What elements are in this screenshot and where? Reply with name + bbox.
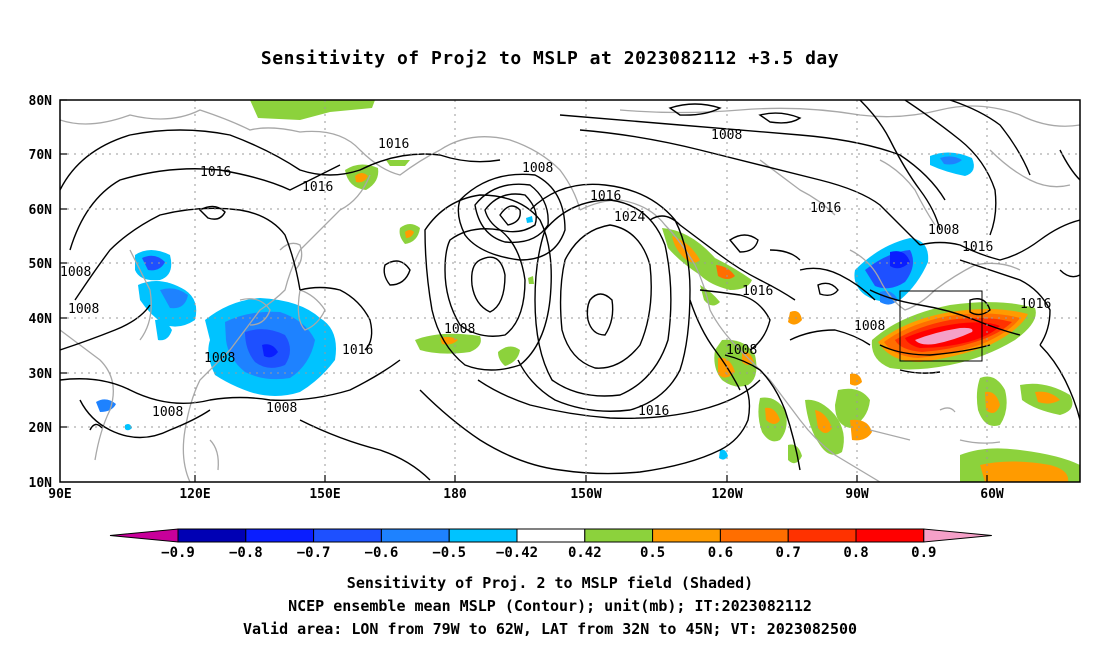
lat-label: 40N [29, 312, 53, 327]
mslp-contours [60, 100, 1080, 481]
contour-label: 1008 [266, 401, 297, 416]
colorbar-segment [652, 528, 721, 543]
colorbar-label: −0.5 [432, 545, 466, 561]
colorbar-segment [448, 528, 518, 543]
contour-labels: 1016 1016 1016 1008 1008 1008 1016 1024 … [60, 128, 1051, 420]
lon-label: 60W [980, 487, 1004, 502]
colorbar-segment [855, 528, 925, 543]
colorbar-segment [109, 528, 179, 543]
lat-label: 60N [29, 203, 53, 218]
colorbar-segment [923, 528, 992, 543]
contour-label: 1016 [638, 404, 669, 419]
colorbar-label: −0.6 [365, 545, 399, 561]
colorbar: −0.9 −0.8 −0.7 −0.6 −0.5 −0.42 0.42 0.5 0.6 0.7 0.… [109, 528, 992, 561]
colorbar-label: 0.7 [776, 545, 801, 561]
shaded-sensitivity [96, 100, 1080, 482]
colorbar-segment [313, 528, 382, 543]
lon-label: 90E [48, 487, 71, 502]
colorbar-segment [516, 528, 586, 543]
contour-label: 1016 [378, 137, 409, 152]
colorbar-segment [787, 528, 857, 543]
contour-label: 1008 [928, 223, 959, 238]
contour-label: 1016 [302, 180, 333, 195]
map-frame [59, 99, 1081, 483]
latitude-labels: 80N 70N 60N 50N 40N 30N 20N 10N [29, 94, 53, 491]
contour-label: 1016 [1020, 297, 1051, 312]
colorbar-label: 0.8 [843, 545, 868, 561]
lat-label: 50N [29, 257, 53, 272]
colorbar-segment [584, 528, 654, 543]
lon-label: 120W [711, 487, 742, 502]
contour-label: 1008 [68, 302, 99, 317]
axis-ticks [60, 99, 988, 482]
longitude-labels: 90E 120E 150E 180 150W 120W 90W 60W [48, 487, 1004, 502]
caption-contour: NCEP ensemble mean MSLP (Contour); unit(… [288, 597, 812, 615]
contour-label: 1008 [444, 322, 475, 337]
caption-valid-area: Valid area: LON from 79W to 62W, LAT fro… [242, 620, 858, 638]
colorbar-label: −0.8 [229, 545, 263, 561]
colorbar-segment [177, 528, 247, 543]
colorbar-label: 0.9 [911, 545, 936, 561]
colorbar-label: −0.9 [161, 545, 195, 561]
contour-label: 1008 [726, 343, 757, 358]
lon-label: 180 [443, 487, 467, 502]
contour-label: 1016 [200, 165, 231, 180]
contour-label: 1008 [522, 161, 553, 176]
contour-label: 1024 [614, 210, 645, 225]
lat-lon-grid [60, 100, 1080, 482]
valid-area-box [899, 290, 983, 362]
contour-label: 1008 [60, 265, 91, 280]
lon-label: 150E [309, 487, 340, 502]
colorbar-label: 0.42 [568, 545, 602, 561]
lat-label: 20N [29, 421, 53, 436]
contour-label: 1016 [962, 240, 993, 255]
lat-label: 80N [29, 94, 53, 109]
contour-label: 1008 [152, 405, 183, 420]
colorbar-segment [380, 528, 450, 543]
contour-label: 1008 [204, 351, 235, 366]
contour-label: 1016 [742, 284, 773, 299]
lat-label: 10N [29, 476, 53, 491]
contour-label: 1016 [342, 343, 373, 358]
lon-label: 150W [570, 487, 601, 502]
caption-shaded: Sensitivity of Proj. 2 to MSLP field (Sh… [346, 574, 754, 592]
coastlines [60, 105, 1080, 482]
colorbar-segment [245, 528, 315, 543]
lat-label: 70N [29, 148, 53, 163]
contour-label: 1016 [810, 201, 841, 216]
lat-label: 30N [29, 367, 53, 382]
colorbar-label: −0.7 [297, 545, 331, 561]
map-title: Sensitivity of Proj2 to MSLP at 20230821… [260, 48, 840, 69]
lon-label: 90W [845, 487, 869, 502]
lon-label: 120E [179, 487, 210, 502]
colorbar-label: 0.5 [640, 545, 665, 561]
colorbar-label: −0.42 [496, 545, 538, 561]
colorbar-label: 0.6 [708, 545, 733, 561]
contour-label: 1016 [590, 189, 621, 204]
contour-label: 1008 [854, 319, 885, 334]
colorbar-segment [719, 528, 789, 543]
